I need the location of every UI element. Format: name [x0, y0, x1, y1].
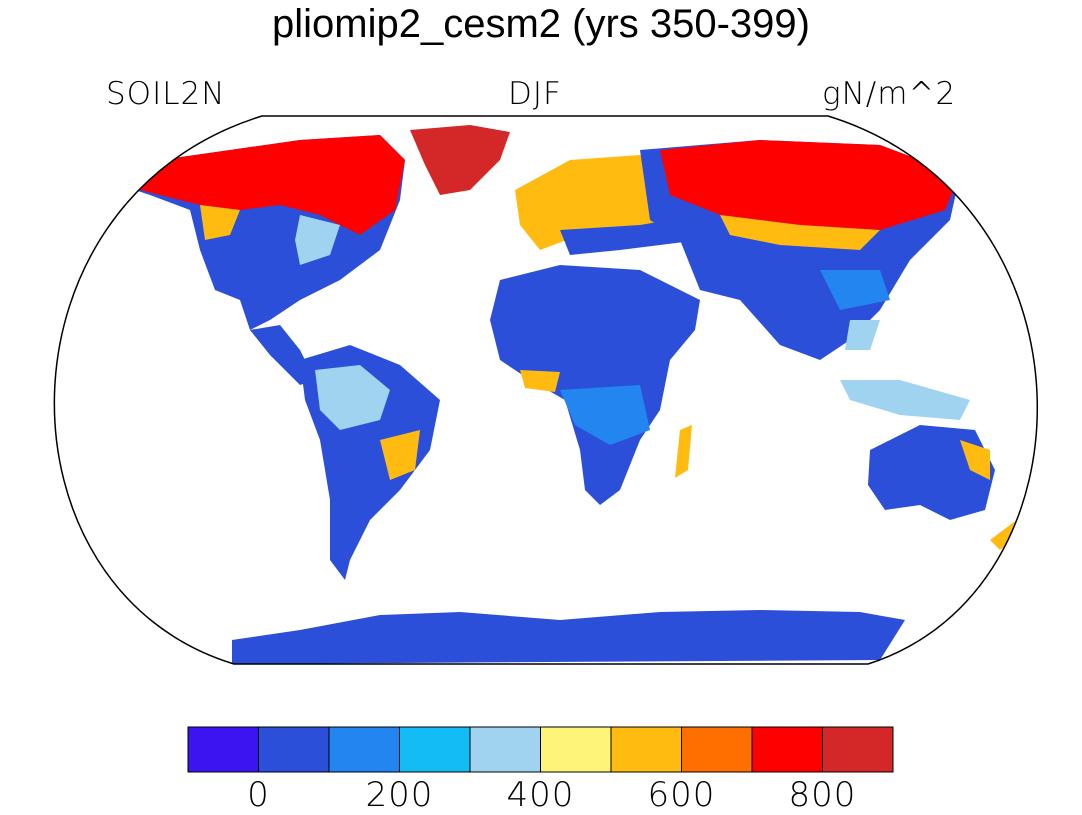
season-label: DJF: [508, 76, 562, 112]
colorbar-swatch: [258, 726, 330, 773]
land-fields: [120, 125, 1038, 664]
colorbar-tick-label: 800: [788, 775, 857, 815]
antarctica: [232, 610, 905, 664]
plot-title: pliomip2_cesm2 (yrs 350-399): [271, 2, 810, 46]
colorbar-swatch: [751, 726, 823, 773]
colorbar-tick-label: 600: [647, 775, 716, 815]
colorbar: [187, 726, 894, 773]
variable-label: SOIL2N: [106, 76, 226, 112]
colorbar-tick-label: 400: [506, 775, 575, 815]
colorbar-swatch: [540, 726, 612, 773]
colorbar-tick-label: 200: [365, 775, 434, 815]
africa: [490, 265, 700, 505]
colorbar-swatch: [681, 726, 753, 773]
colorbar-tick-label: 0: [247, 775, 270, 815]
units-label: gN/m^2: [822, 76, 957, 112]
colorbar-swatch: [187, 726, 259, 773]
greenland: [410, 125, 510, 195]
map-border: [53, 115, 1039, 665]
central-america: [250, 325, 315, 385]
colorbar-swatch: [328, 726, 400, 773]
new-zealand: [990, 510, 1038, 550]
colorbar-swatch: [822, 726, 894, 773]
madagascar: [675, 425, 692, 478]
maritime-asia: [840, 380, 970, 420]
na-boreal: [120, 135, 405, 235]
colorbar-swatch: [469, 726, 541, 773]
siberia: [660, 140, 960, 230]
colorbar-swatch: [399, 726, 471, 773]
colorbar-swatch: [610, 726, 682, 773]
